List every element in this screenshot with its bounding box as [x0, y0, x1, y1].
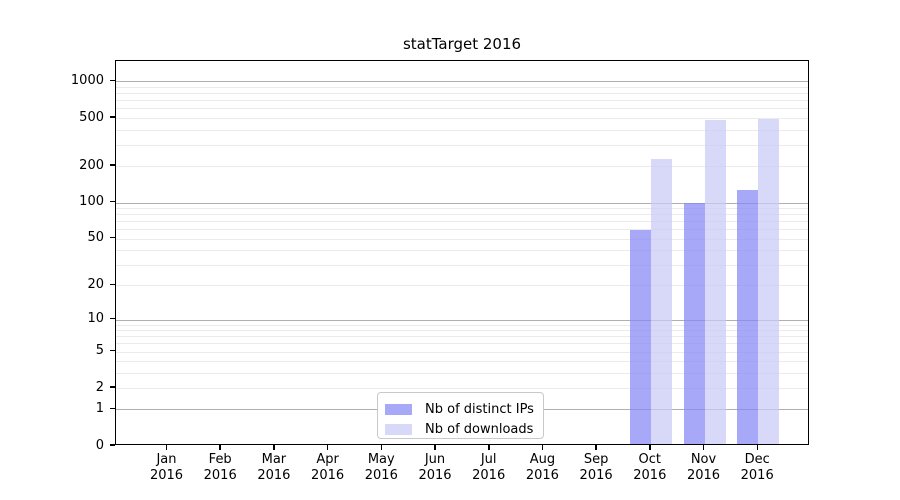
bar-nb-of-downloads-oct-2016 [650, 158, 672, 444]
x-tick [649, 445, 651, 450]
y-tick [110, 79, 115, 82]
x-tick [434, 445, 436, 450]
gridline-minor [116, 388, 808, 389]
x-tick [541, 445, 544, 450]
gridline-minor [116, 250, 808, 251]
y-tick-label: 1 [95, 400, 104, 416]
x-tick-label: Sep 2016 [579, 452, 613, 483]
x-tick-label: Oct 2016 [633, 452, 667, 483]
gridline-major [116, 319, 808, 321]
legend-row-distinct-ips: Nb of distinct IPs [385, 399, 535, 419]
downloads-swatch-icon [385, 423, 412, 435]
y-tick [110, 349, 115, 352]
x-tick [756, 445, 758, 450]
x-tick-label: Jan 2016 [149, 452, 184, 483]
x-tick-label: Nov 2016 [686, 452, 721, 483]
x-tick-label: Apr 2016 [311, 452, 345, 483]
y-tick-label: 2 [95, 379, 104, 395]
gridline-minor [116, 343, 808, 345]
y-tick-label: 500 [79, 109, 104, 125]
gridline-minor [116, 108, 808, 110]
gridline-minor [116, 144, 808, 146]
x-tick-label: Feb 2016 [203, 452, 237, 483]
gridline-minor [116, 129, 808, 131]
y-tick-label: 5 [95, 343, 104, 358]
gridline-minor [116, 214, 808, 216]
y-tick-label: 100 [79, 194, 104, 209]
y-tick [110, 116, 115, 118]
y-tick-label: 50 [87, 230, 104, 245]
x-tick-label: May 2016 [364, 452, 398, 483]
gridline-major [116, 81, 808, 83]
x-tick-label: Dec 2016 [740, 452, 774, 483]
y-tick [110, 407, 115, 410]
x-tick [165, 445, 168, 450]
gridline-minor [116, 330, 808, 332]
x-tick [702, 445, 705, 450]
legend: Nb of distinct IPs Nb of downloads [377, 392, 544, 439]
bar-nb-of-distinct-ips-nov-2016 [683, 203, 705, 444]
y-tick [110, 236, 115, 239]
gridline-minor [116, 93, 808, 95]
x-tick [273, 445, 275, 450]
gridline-minor [116, 264, 808, 266]
legend-row-downloads: Nb of downloads [385, 419, 535, 439]
gridline-minor [116, 351, 808, 353]
gridline-minor [116, 100, 808, 102]
bar-nb-of-distinct-ips-oct-2016 [629, 229, 651, 444]
gridline-minor [116, 208, 808, 209]
bar-nb-of-distinct-ips-dec-2016 [737, 189, 759, 444]
x-tick [595, 445, 597, 450]
y-tick-label: 1000 [70, 72, 104, 88]
x-tick [488, 445, 490, 450]
gridline-minor [116, 372, 808, 374]
y-tick [110, 444, 115, 446]
x-tick [380, 445, 383, 450]
y-tick [110, 164, 115, 166]
y-tick-label: 0 [95, 437, 104, 453]
x-tick-label: Jun 2016 [418, 452, 452, 483]
x-tick [326, 445, 329, 450]
y-tick [110, 386, 115, 388]
gridline-minor [116, 221, 808, 223]
legend-label-downloads: Nb of downloads [425, 421, 534, 437]
x-tick [219, 445, 221, 450]
y-tick-label: 10 [87, 311, 104, 326]
y-tick-label: 20 [87, 276, 104, 292]
gridline-minor [116, 238, 808, 240]
x-tick-label: Aug 2016 [525, 452, 559, 483]
gridline-minor [116, 285, 808, 287]
y-tick-label: 200 [79, 157, 104, 173]
gridline-minor [116, 118, 808, 119]
gridline-minor [116, 166, 808, 168]
y-tick [110, 283, 115, 286]
gridline-major [116, 202, 808, 204]
chart-title: statTarget 2016 [402, 35, 522, 53]
x-tick-label: Jul 2016 [472, 452, 506, 483]
x-tick-label: Mar 2016 [257, 452, 291, 483]
gridline-minor [116, 87, 808, 88]
gridline-minor [116, 361, 808, 363]
y-tick [110, 317, 115, 320]
plot-area [115, 60, 809, 445]
bar-nb-of-downloads-nov-2016 [704, 120, 726, 444]
distinct-ips-swatch-icon [385, 403, 412, 415]
gridline-minor [116, 324, 808, 326]
y-tick [110, 200, 115, 203]
gridline-minor [116, 336, 808, 338]
legend-label-distinct-ips: Nb of distinct IPs [425, 401, 534, 417]
gridline-minor [116, 229, 808, 231]
bar-nb-of-downloads-dec-2016 [758, 119, 780, 444]
